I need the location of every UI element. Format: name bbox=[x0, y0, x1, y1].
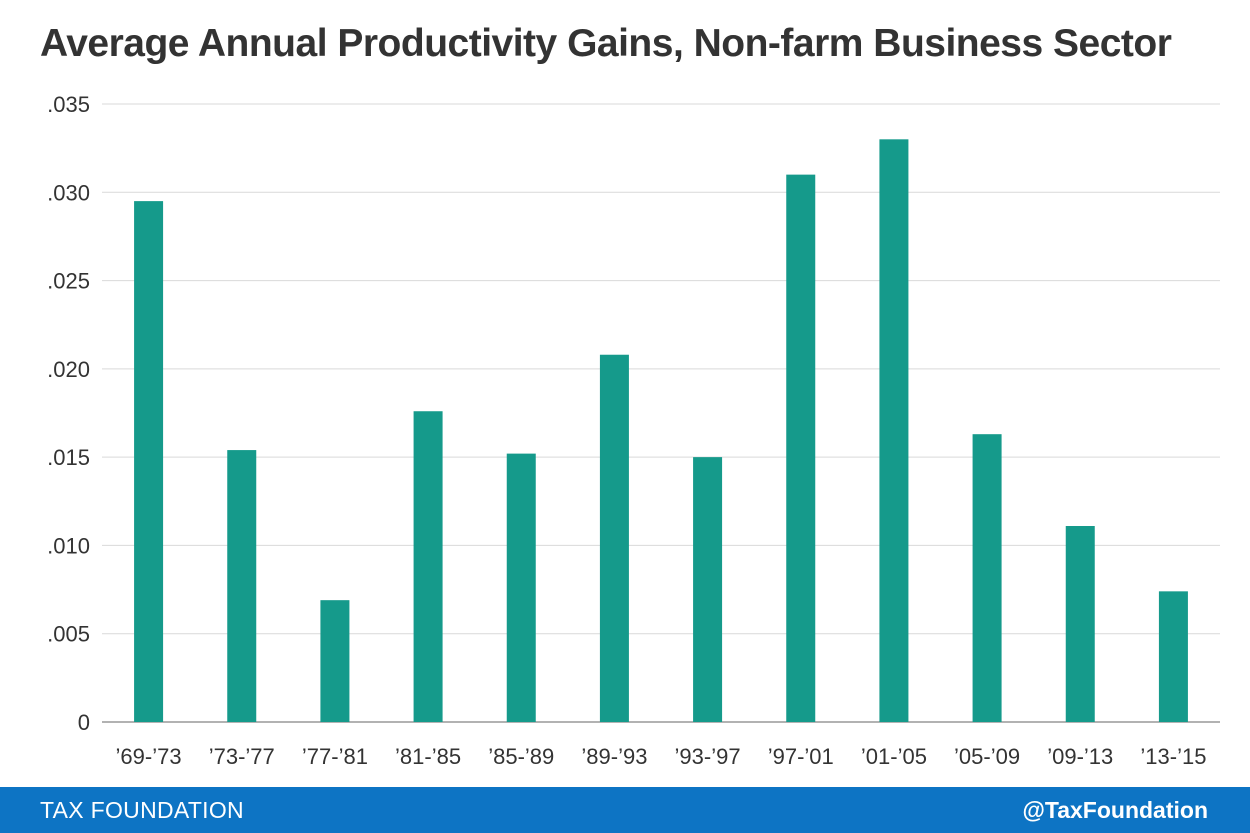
bar bbox=[599, 354, 629, 722]
x-tick-label: ’05-’09 bbox=[954, 744, 1020, 769]
x-tick-label: ’81-’85 bbox=[395, 744, 461, 769]
bar bbox=[879, 139, 909, 723]
y-tick-label: .025 bbox=[47, 269, 90, 294]
bar bbox=[1158, 591, 1188, 722]
x-tick-label: ’69-’73 bbox=[116, 744, 182, 769]
x-axis-ticks: ’69-’73 ’73-’77 ’77-’81 ’81-’85 ’85-’89 ’89-’… bbox=[116, 744, 1207, 769]
y-tick-label: .030 bbox=[47, 180, 90, 205]
bar bbox=[786, 174, 816, 723]
bar bbox=[413, 411, 443, 722]
y-tick-label: .015 bbox=[47, 445, 90, 470]
x-tick-label: ’73-’77 bbox=[209, 744, 275, 769]
y-tick-label: 0 bbox=[78, 710, 90, 735]
bar bbox=[134, 201, 164, 723]
x-tick-label: ’09-’13 bbox=[1047, 744, 1113, 769]
y-axis-ticks: 0 .005 .010 .015 .020 .025 .030 .035 bbox=[47, 92, 90, 735]
bar bbox=[506, 453, 536, 722]
footer-handle: @TaxFoundation bbox=[1022, 797, 1208, 823]
bar-chart: 0 .005 .010 .015 .020 .025 .030 .035 ’69-’73 ’73… bbox=[47, 92, 1220, 769]
bars bbox=[134, 139, 1188, 723]
y-tick-label: .005 bbox=[47, 622, 90, 647]
bar bbox=[320, 600, 350, 722]
chart-title: Average Annual Productivity Gains, Non-f… bbox=[40, 22, 1172, 65]
x-tick-label: ’77-’81 bbox=[302, 744, 368, 769]
footer-bar: TAX FOUNDATION @TaxFoundation bbox=[0, 787, 1250, 833]
bar bbox=[972, 434, 1002, 722]
x-tick-label: ’93-’97 bbox=[675, 744, 741, 769]
x-tick-label: ’01-’05 bbox=[861, 744, 927, 769]
y-tick-label: .010 bbox=[47, 533, 90, 558]
y-tick-label: .035 bbox=[47, 92, 90, 117]
x-tick-label: ’85-’89 bbox=[488, 744, 554, 769]
y-tick-label: .020 bbox=[47, 357, 90, 382]
x-tick-label: ’89-’93 bbox=[581, 744, 647, 769]
x-tick-label: ’97-’01 bbox=[768, 744, 834, 769]
bar bbox=[693, 457, 723, 722]
footer-brand: TAX FOUNDATION bbox=[40, 797, 244, 823]
bar bbox=[1065, 526, 1095, 722]
bar bbox=[227, 450, 257, 722]
grid-lines bbox=[102, 103, 1220, 723]
x-tick-label: ’13-’15 bbox=[1140, 744, 1206, 769]
